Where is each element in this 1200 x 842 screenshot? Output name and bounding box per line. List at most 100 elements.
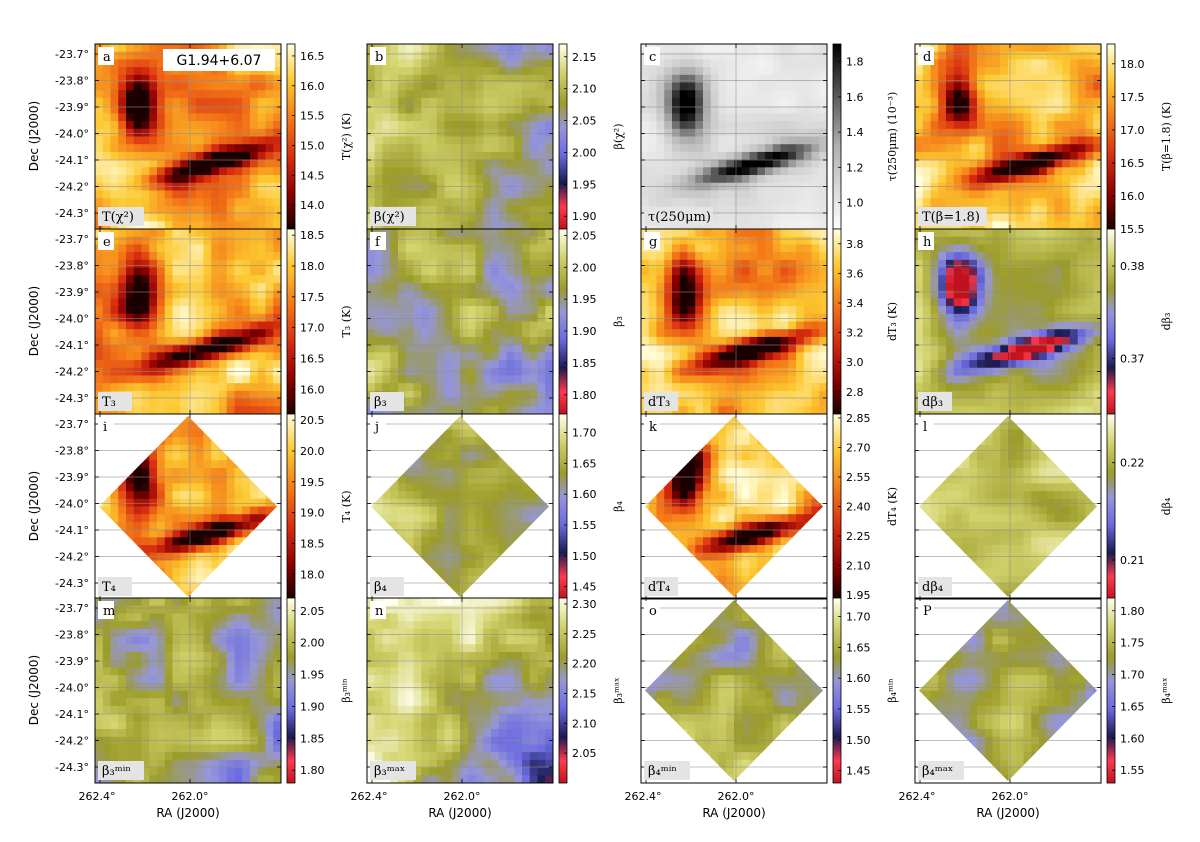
heatmap-cell (436, 175, 446, 184)
heatmap-cell (1000, 167, 1009, 176)
heatmap-cell (367, 182, 376, 192)
heatmap-cell (1023, 344, 1032, 353)
heatmap-cell (679, 313, 689, 323)
heatmap-cell (537, 282, 546, 292)
heatmap-cell (219, 74, 228, 84)
heatmap-cell (796, 59, 805, 68)
heatmap-cell (788, 190, 797, 199)
heatmap-cell (788, 290, 797, 299)
heatmap-cell (1015, 390, 1025, 400)
heatmap-cell (172, 282, 181, 292)
heatmap-cell (757, 236, 766, 246)
heatmap-cell (672, 259, 681, 269)
heatmap-cell (444, 406, 453, 414)
heatmap-cell (710, 51, 720, 61)
heatmap-cell (1023, 59, 1032, 68)
heatmap-cell (1093, 105, 1101, 114)
heatmap-cell (780, 167, 789, 176)
heatmap-cell (398, 329, 407, 338)
heatmap-cell (234, 175, 243, 184)
heatmap-cell (819, 82, 827, 91)
heatmap-cell (398, 321, 407, 330)
heatmap-cell (992, 282, 1001, 292)
heatmap-cell (1093, 229, 1101, 238)
heatmap-cell (1039, 74, 1048, 84)
heatmap-cell (506, 213, 515, 222)
heatmap-cell (390, 229, 399, 238)
heatmap-cell (648, 67, 658, 76)
heatmap-cell (695, 360, 704, 369)
heatmap-cell (405, 352, 415, 361)
heatmap-cell (211, 398, 220, 407)
heatmap-cell (188, 406, 197, 414)
heatmap-cell (726, 205, 735, 215)
heatmap-cell (1054, 375, 1063, 384)
heatmap-cell (498, 113, 508, 122)
heatmap-cell (726, 51, 735, 61)
heatmap-cell (1085, 44, 1094, 53)
heatmap-cell (529, 360, 539, 369)
heatmap-cell (421, 44, 430, 53)
heatmap-cell (226, 105, 236, 114)
heatmap-cell (780, 44, 789, 53)
heatmap-cell (250, 282, 259, 292)
heatmap-cell (1093, 213, 1101, 222)
heatmap-cell (1015, 282, 1025, 292)
heatmap-cell (811, 97, 820, 107)
heatmap-cell (491, 198, 500, 207)
heatmap-cell (522, 360, 531, 369)
heatmap-cell (491, 151, 500, 161)
heatmap-cell (211, 383, 220, 392)
heatmap-cell (367, 352, 376, 361)
heatmap-cell (1062, 275, 1071, 284)
heatmap-cell (514, 144, 523, 153)
heatmap-cell (961, 259, 970, 269)
heatmap-cell (1015, 105, 1025, 114)
heatmap-cell (992, 360, 1001, 369)
heatmap-cell (977, 105, 986, 114)
heatmap-cell (491, 90, 500, 99)
heatmap-cell (203, 67, 212, 76)
heatmap-cell (398, 352, 407, 361)
heatmap-cell (242, 298, 251, 307)
heatmap-cell (506, 398, 515, 407)
heatmap-cell (203, 367, 212, 377)
heatmap-cell (444, 67, 453, 76)
panel-label: T₃ (102, 395, 116, 410)
heatmap-cell (1070, 313, 1079, 323)
heatmap-cell (1000, 82, 1009, 91)
heatmap-cell (1054, 383, 1063, 392)
heatmap-cell (149, 398, 158, 407)
heatmap-cell (149, 290, 158, 299)
heatmap-cell (648, 113, 658, 122)
heatmap-cell (460, 113, 469, 122)
heatmap-cell (514, 329, 523, 338)
heatmap-cell (1046, 298, 1056, 307)
heatmap-cell (421, 144, 430, 153)
heatmap-cell (1008, 360, 1017, 369)
heatmap-cell (180, 367, 189, 377)
heatmap-cell (765, 321, 774, 330)
heatmap-cell (483, 59, 492, 68)
heatmap-cell (382, 383, 391, 392)
heatmap-cell (915, 298, 924, 307)
heatmap-cell (273, 383, 281, 392)
colorbar-tick-label: 16.0 (1120, 190, 1145, 203)
heatmap-cell (953, 67, 963, 76)
heatmap-cell (157, 321, 166, 330)
heatmap-cell (819, 336, 827, 346)
heatmap-cell (195, 267, 205, 276)
heatmap-cell (211, 190, 220, 199)
heatmap-cell (648, 344, 658, 353)
heatmap-cell (421, 321, 430, 330)
heatmap-cell (133, 74, 143, 84)
heatmap-cell (734, 375, 743, 384)
heatmap-cell (118, 128, 127, 138)
heatmap-cell (529, 298, 539, 307)
heatmap-cell (234, 67, 243, 76)
heatmap-cell (695, 44, 704, 53)
heatmap-cell (514, 136, 523, 145)
heatmap-cell (234, 105, 243, 114)
colorbar-tick-label: 16.5 (300, 50, 325, 63)
